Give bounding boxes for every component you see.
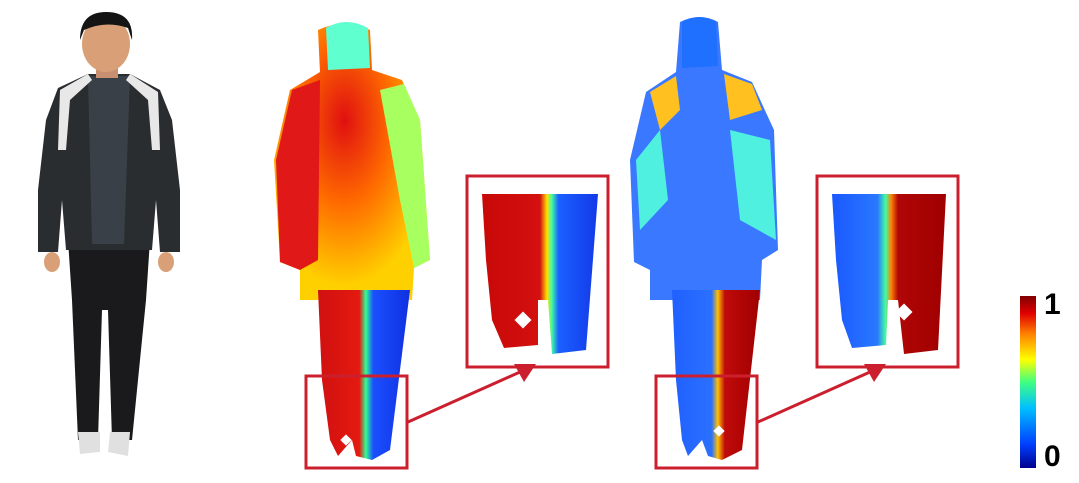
zoom-inset-left [465, 174, 610, 369]
photo-face [82, 16, 130, 72]
zoom-arrow-left [407, 364, 536, 424]
marker-right [713, 425, 725, 437]
photo-hand-right [158, 252, 174, 272]
marker-left [340, 434, 352, 446]
highlight-box-left [304, 374, 409, 470]
photo-pants [68, 240, 150, 440]
photo-hair [80, 12, 133, 40]
colorbar-min-label: 0 [1044, 440, 1061, 473]
photo-shoes [78, 432, 130, 456]
heatmap-left [274, 22, 430, 460]
zoom-inset-right [815, 174, 960, 369]
heatmap-right-highlights [636, 130, 776, 240]
heatmap-left-right-side [380, 84, 430, 268]
heatmap-right [630, 17, 778, 460]
zoom-inset-left-legs [482, 194, 598, 354]
highlight-box-right [654, 374, 759, 470]
photo-sweater [88, 76, 130, 244]
zoom-inset-right-legs [832, 194, 946, 354]
zoom-inset-left-marker [514, 311, 532, 329]
colorbar [1020, 296, 1036, 468]
heatmap-right-head [682, 17, 718, 68]
zoom-arrow-right [757, 364, 886, 424]
heatmap-left-head [326, 22, 370, 70]
heatmap-right-shoulders [650, 74, 762, 130]
photo-hand-left [44, 252, 60, 272]
zoom-inset-right-marker [895, 303, 913, 321]
colorbar-max-label: 1 [1044, 288, 1061, 321]
heatmap-left-arm [276, 80, 320, 270]
person-photo [38, 12, 180, 456]
